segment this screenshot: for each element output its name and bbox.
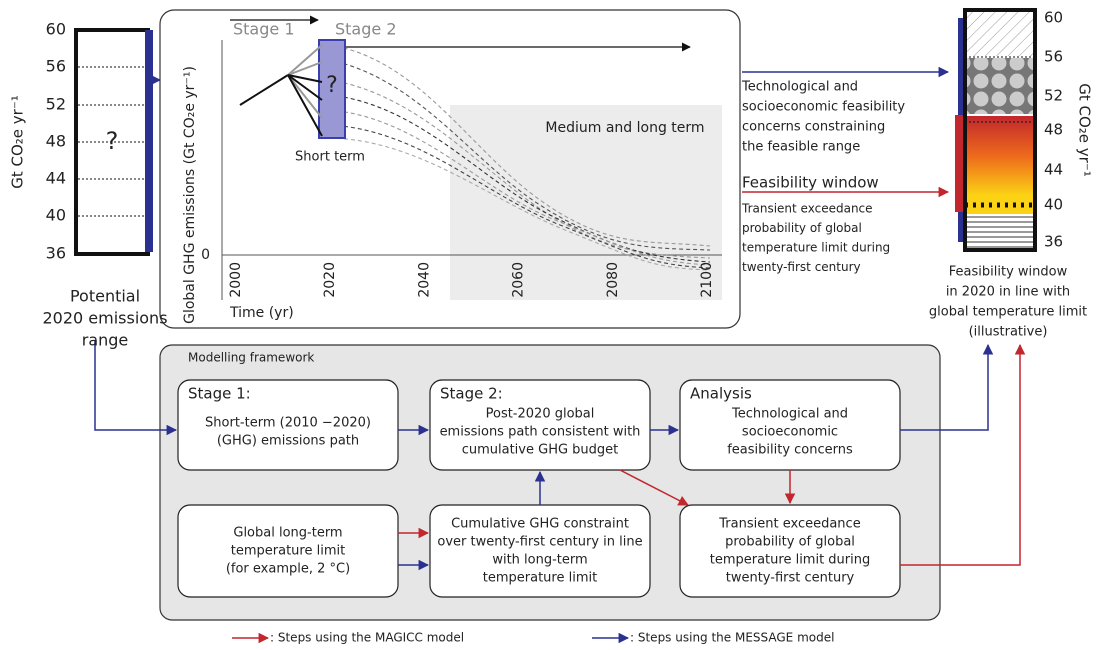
label: Transient exceedance (741, 202, 873, 216)
window-range (955, 115, 963, 212)
label: temperature limit during (710, 553, 871, 568)
label: probability of global (742, 221, 862, 235)
fill (965, 58, 1035, 114)
tick-label: 48 (1044, 121, 1063, 139)
label: ? (326, 73, 338, 98)
right-bar (963, 8, 1037, 252)
boxes (177, 379, 901, 598)
caption: Feasibility window (949, 265, 1068, 280)
caption: range (82, 331, 129, 350)
axis-label: Gt CO₂e yr⁻¹ (9, 95, 27, 189)
box-heading: Stage 1: (188, 385, 251, 403)
pathways (329, 44, 711, 271)
label: twenty-first century (742, 260, 861, 274)
fill (965, 12, 1035, 56)
left-range (145, 30, 153, 252)
tick-label: 40 (46, 206, 66, 225)
box-heading: Stage 2: (440, 385, 503, 403)
label: probability of global (725, 535, 855, 550)
label: cumulative GHG budget (462, 443, 619, 458)
tick-label: 44 (46, 169, 66, 188)
panel-title: Modelling framework (188, 351, 314, 365)
label: Post-2020 global (486, 407, 595, 422)
tick-label: 56 (46, 57, 66, 76)
tick-label: 2100 (699, 262, 715, 298)
label: (GHG) emissions path (217, 434, 359, 449)
tick-label: 0 (201, 247, 210, 263)
tick-label: 2040 (416, 262, 432, 298)
label: the feasible range (742, 140, 860, 155)
label: socioeconomic (742, 425, 838, 440)
label: emissions path consistent with (440, 425, 641, 440)
window-title: Feasibility window (742, 174, 879, 192)
tick-label: 2000 (228, 262, 244, 298)
label: Technological and (741, 80, 858, 95)
label: with long-term (492, 553, 587, 568)
label: socioeconomic feasibility (742, 100, 905, 115)
tick-label: 40 (1044, 196, 1063, 214)
short-term-box (318, 39, 346, 139)
label: Global long-term (233, 526, 342, 541)
flow-arrows (94, 340, 1026, 644)
box-heading: Analysis (690, 385, 752, 403)
label: temperature limit (231, 544, 345, 559)
left-dotted (78, 66, 146, 217)
label: temperature limit during (742, 241, 890, 255)
label: (for example, 2 °C) (226, 562, 350, 577)
tick-label: 2020 (322, 262, 338, 298)
axis-label: Gt CO₂e yr⁻¹ (1076, 83, 1094, 177)
label: Medium and long term (545, 120, 704, 136)
label: twenty-first century (726, 571, 855, 586)
label: Cumulative GHG constraint (451, 517, 629, 532)
tick-label: 44 (1044, 161, 1063, 179)
tick-label: 48 (46, 132, 66, 151)
axis-label: Global GHG emissions (Gt CO₂e yr⁻¹) (182, 66, 198, 324)
tick-label: 36 (1044, 233, 1063, 251)
label: ? (106, 127, 119, 155)
tick-label: 2080 (605, 262, 621, 298)
caption: in 2020 in line with (946, 285, 1070, 300)
label: Short-term (2010 −2020) (205, 416, 371, 431)
legend-entry: : Steps using the MESSAGE model (630, 631, 834, 645)
label: concerns constraining (742, 120, 885, 135)
label: Transient exceedance (718, 517, 860, 532)
label: Technological and (731, 407, 848, 422)
caption: global temperature limit (929, 305, 1087, 320)
label: feasibility concerns (727, 443, 853, 458)
label: Short term (295, 150, 365, 165)
fill (965, 116, 1035, 196)
tick-label: 56 (1044, 48, 1063, 66)
tick-label: 2060 (511, 262, 527, 298)
tick-label: 60 (1044, 9, 1063, 27)
label: over twenty-first century in line (437, 535, 642, 550)
tick-label: 60 (46, 20, 66, 39)
caption: (illustrative) (969, 325, 1048, 340)
legend-entry: : Steps using the MAGICC model (270, 631, 464, 645)
caption: 2020 emissions (42, 309, 167, 328)
tick-label: 52 (46, 95, 66, 114)
stage-label: Stage 2 (335, 20, 397, 39)
stage-label: Stage 1 (233, 20, 295, 39)
axis-label: Time (yr) (229, 305, 294, 321)
caption: Potential (70, 287, 140, 306)
label: temperature limit (483, 571, 597, 586)
tick-label: 36 (46, 244, 66, 263)
short-paths (239, 44, 323, 137)
tick-label: 52 (1044, 87, 1063, 105)
fill (965, 215, 1035, 249)
